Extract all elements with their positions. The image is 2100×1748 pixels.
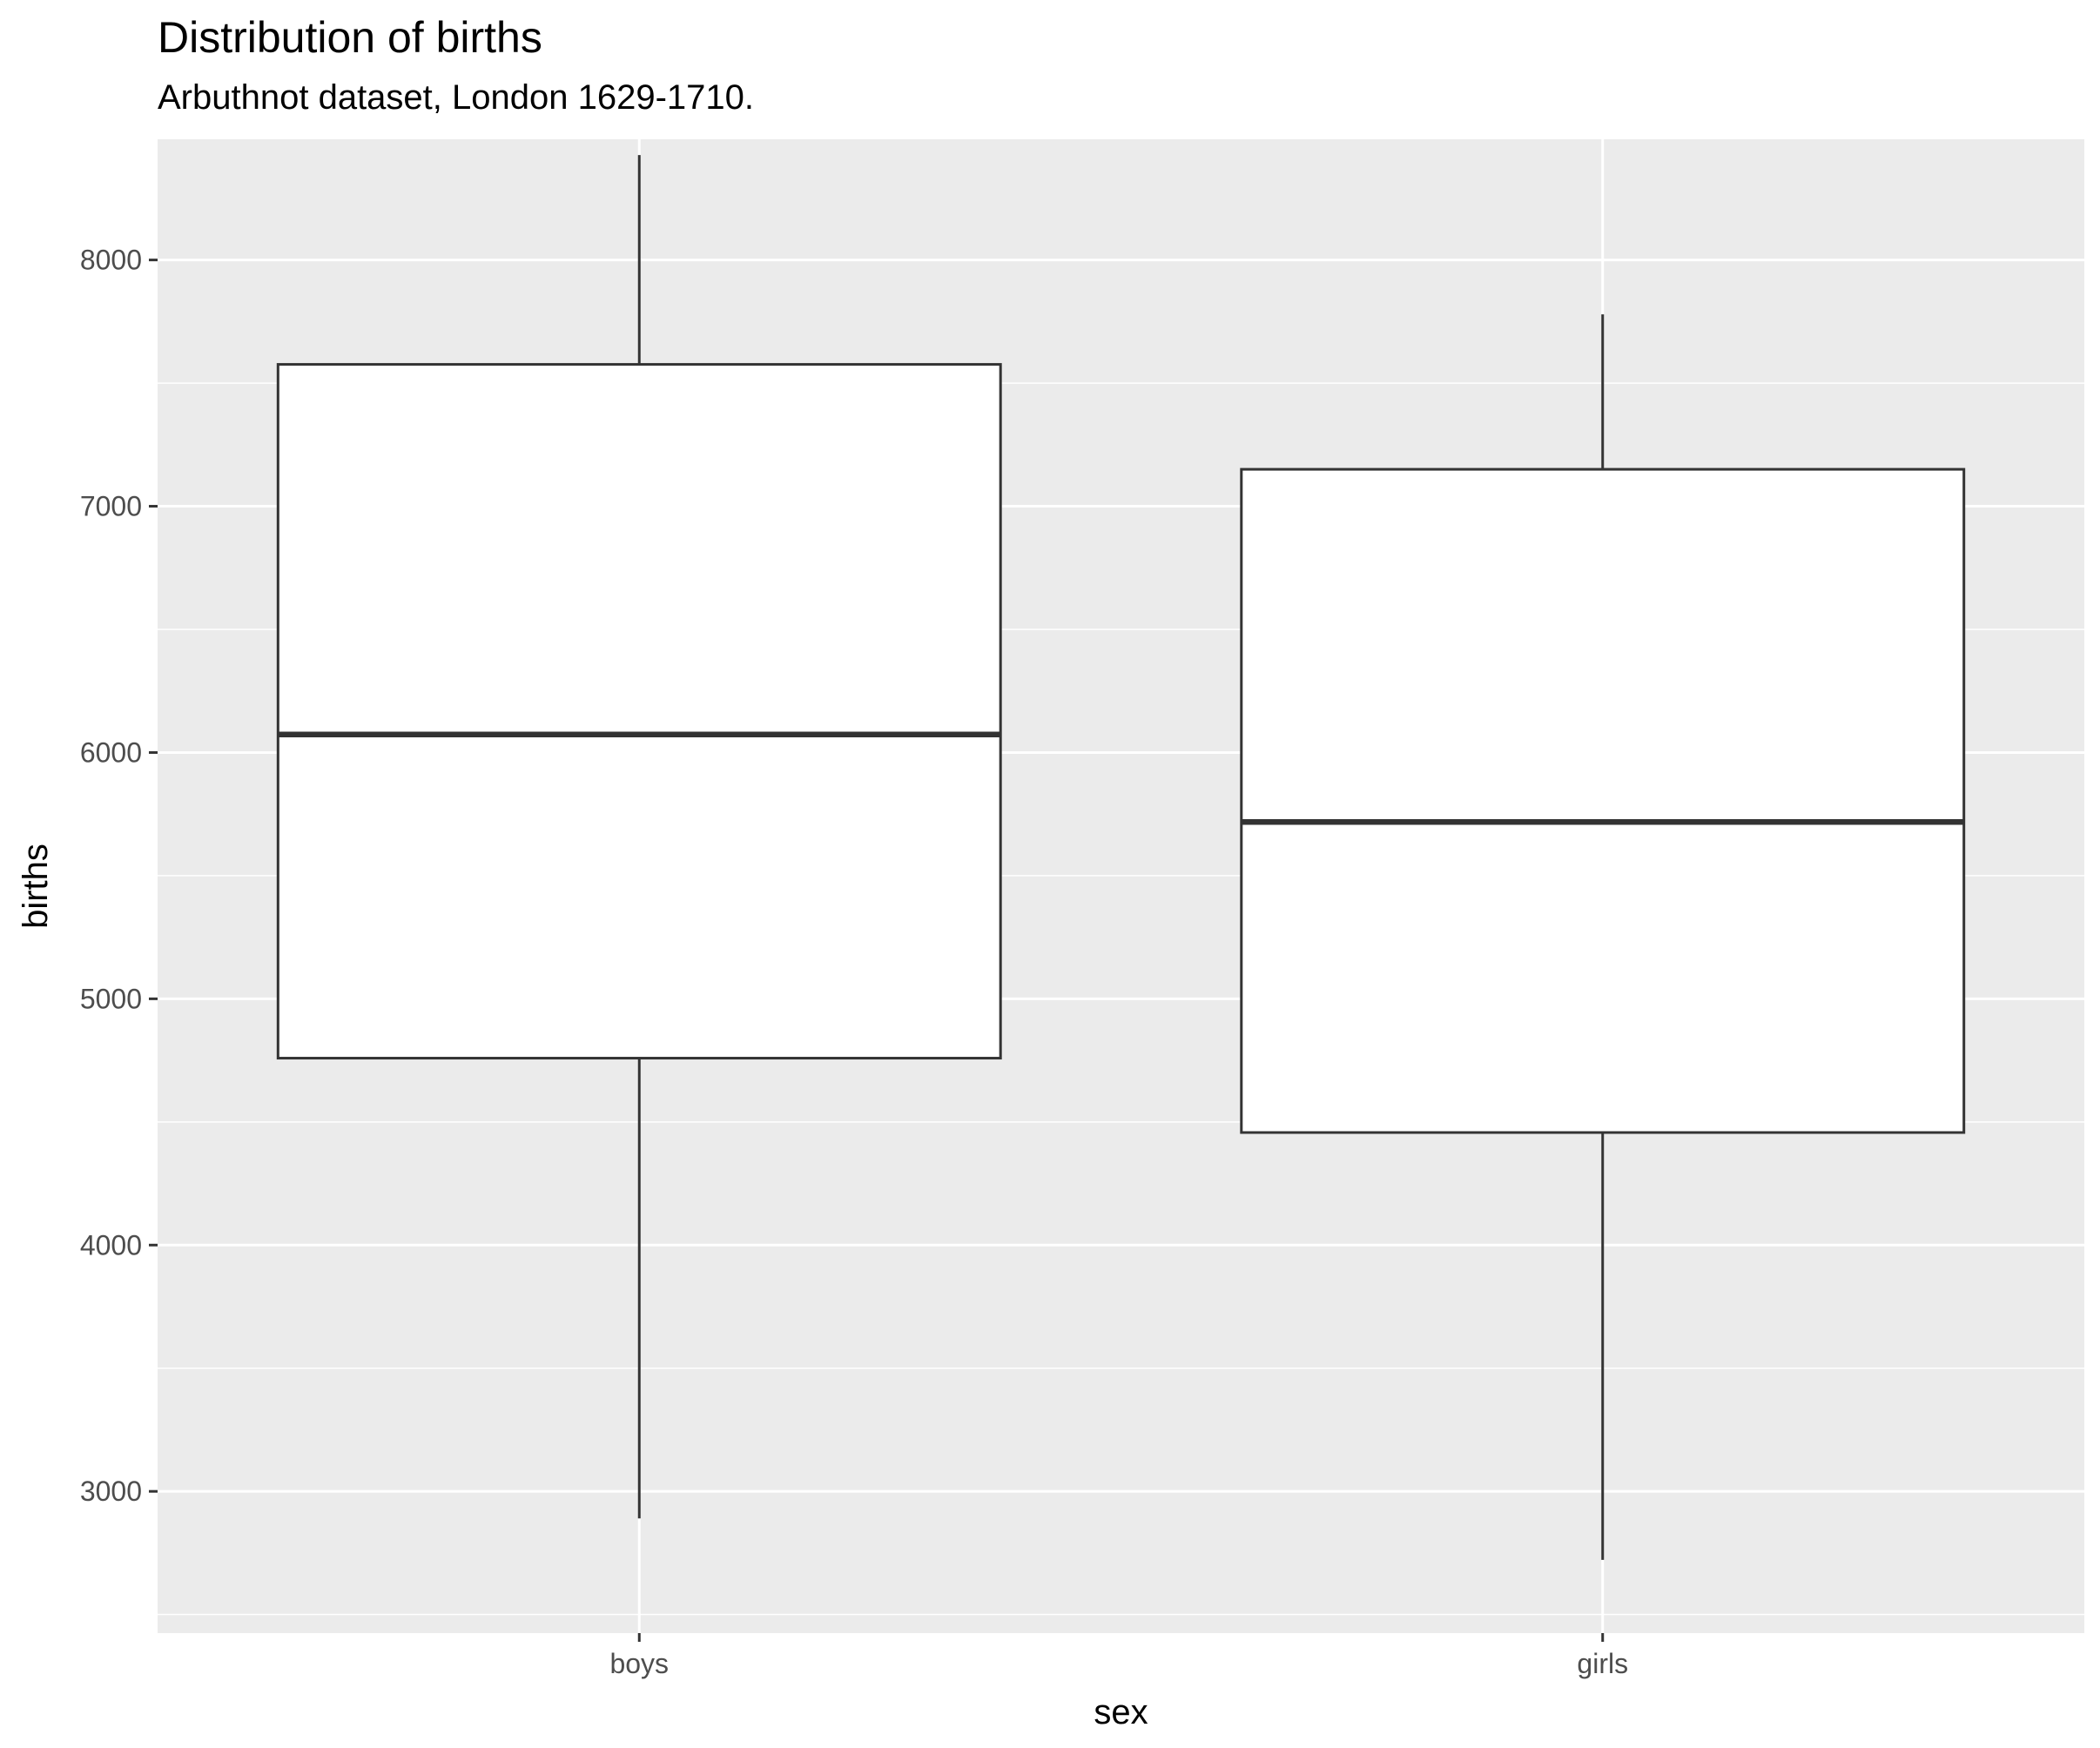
chart-subtitle: Arbuthnot dataset, London 1629-1710. (158, 78, 754, 117)
box-boys (276, 155, 1002, 1519)
y-axis: 3000 4000 5000 6000 7000 8000 (80, 245, 158, 1507)
y-tick-label: 7000 (80, 491, 142, 522)
y-axis-title: births (17, 844, 55, 929)
y-tick-label: 6000 (80, 736, 142, 768)
y-tick-label: 5000 (80, 983, 142, 1014)
box-iqr (276, 363, 1002, 1060)
y-tick-label: 8000 (80, 245, 142, 276)
x-tick-label: boys (609, 1648, 669, 1679)
y-tick-label: 3000 (80, 1476, 142, 1507)
chart-title: Distribution of births (158, 13, 542, 62)
box-iqr (1240, 467, 1966, 1134)
x-axis-title: sex (1094, 1693, 1148, 1731)
boxes (276, 155, 1966, 1560)
x-tick-label: girls (1577, 1648, 1628, 1679)
x-axis: boys girls (609, 1633, 1628, 1679)
y-tick-label: 4000 (80, 1229, 142, 1261)
box-girls (1240, 314, 1966, 1560)
